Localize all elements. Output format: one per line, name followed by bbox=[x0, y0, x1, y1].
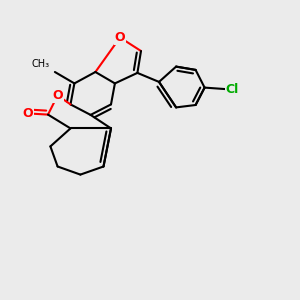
Text: O: O bbox=[52, 89, 63, 102]
Text: Cl: Cl bbox=[226, 82, 239, 96]
Text: O: O bbox=[22, 107, 33, 120]
Text: CH₃: CH₃ bbox=[32, 59, 50, 69]
Text: O: O bbox=[115, 31, 125, 44]
